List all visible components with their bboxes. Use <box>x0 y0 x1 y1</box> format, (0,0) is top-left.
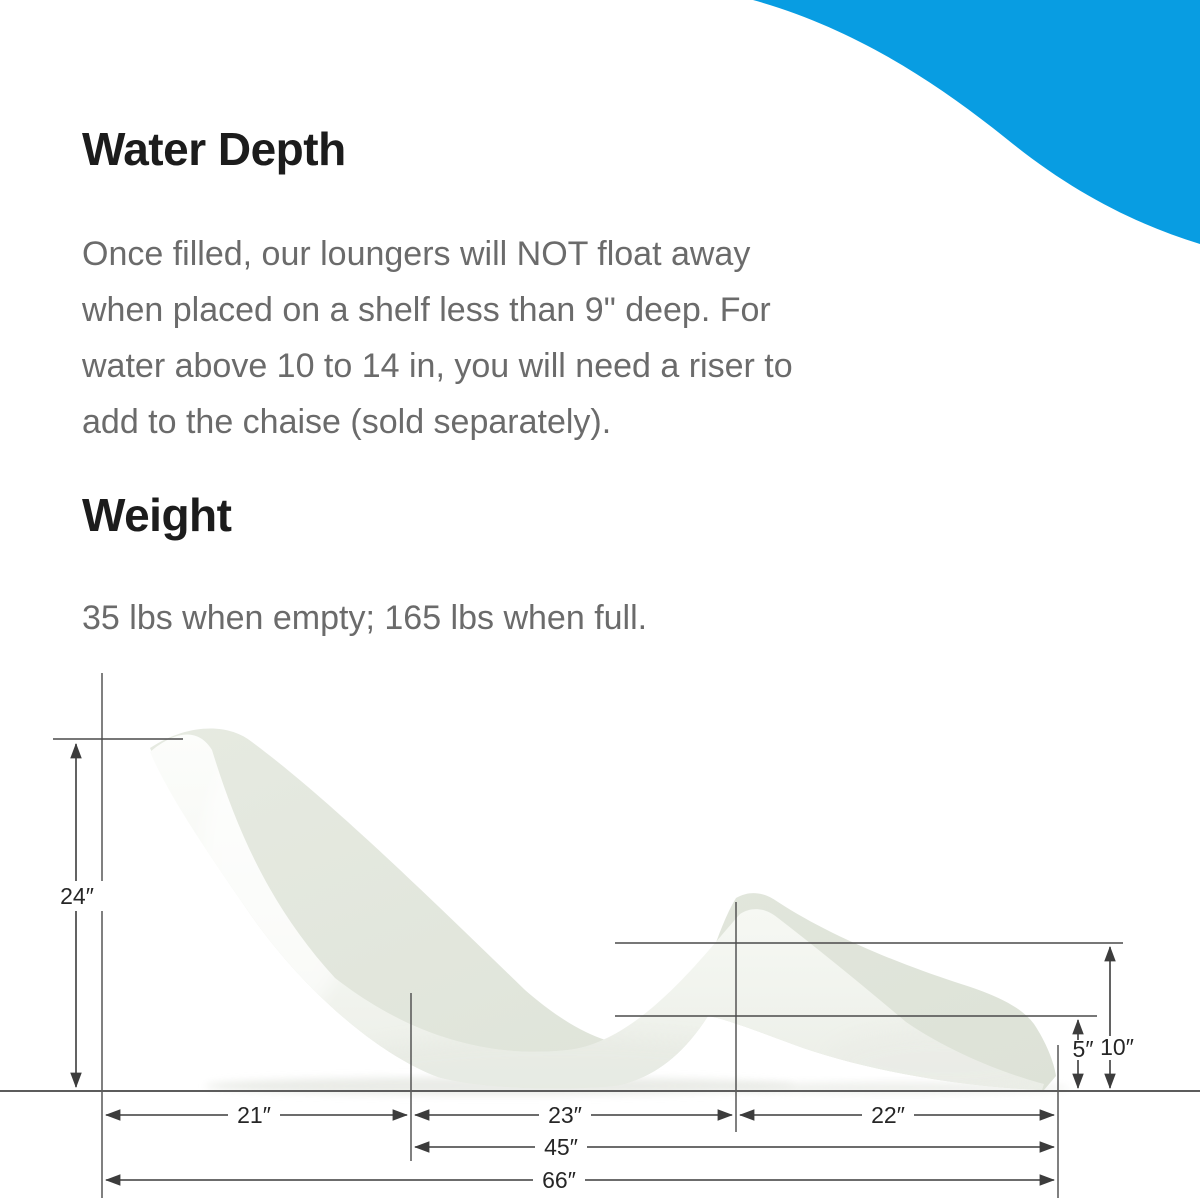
dim-21-label-bg <box>228 1101 280 1130</box>
dim-45-label: 45″ <box>544 1134 578 1160</box>
chaise-front-face <box>150 734 1044 1090</box>
dim-45-label-bg <box>535 1133 587 1162</box>
swoosh-shape <box>753 0 1200 244</box>
dim-66-label-bg <box>533 1166 585 1195</box>
water-depth-heading: Water Depth <box>82 123 346 175</box>
dim-23-label-bg <box>539 1101 591 1130</box>
dim-22-label: 22″ <box>871 1102 905 1128</box>
dim-10-label: 10″ <box>1100 1034 1134 1060</box>
weight-heading: Weight <box>82 489 232 541</box>
dim-22-label-bg <box>862 1101 914 1130</box>
dim-66-label: 66″ <box>542 1167 576 1193</box>
dim-24-label-bg <box>51 881 103 911</box>
chaise-lounger-illustration <box>150 728 1056 1090</box>
dim-23-label: 23″ <box>548 1102 582 1128</box>
dimension-diagram: 24″ 21″ 23″ 22″ 45″ 66″ 5″ 10″ <box>0 673 1200 1198</box>
dim-5-label: 5″ <box>1073 1036 1094 1062</box>
water-depth-paragraph: Once filled, our loungers will NOT float… <box>82 235 793 441</box>
weight-paragraph: 35 lbs when empty; 165 lbs when full. <box>82 599 648 637</box>
dim-24-label: 24″ <box>60 883 94 909</box>
dim-21-label: 21″ <box>237 1102 271 1128</box>
blue-corner-swoosh <box>753 0 1200 244</box>
